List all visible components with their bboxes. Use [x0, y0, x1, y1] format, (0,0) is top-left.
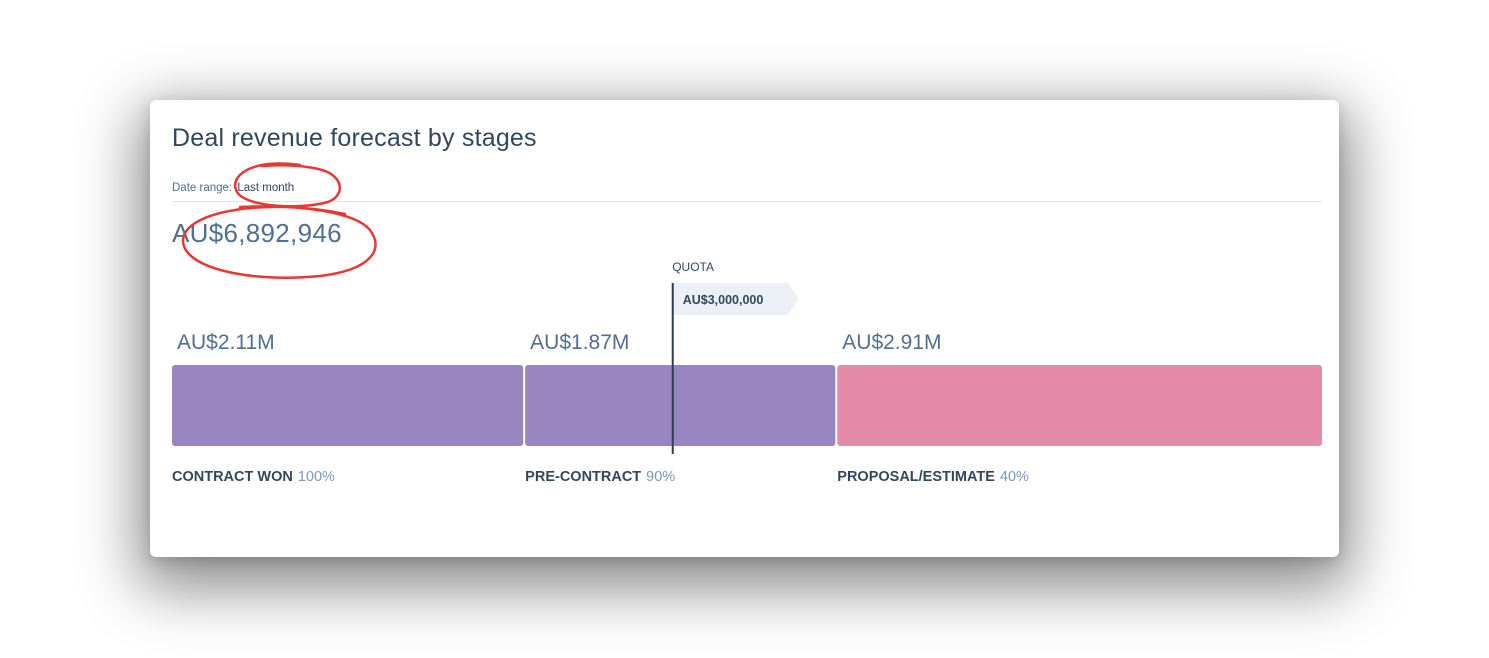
bar-segment[interactable] — [172, 365, 524, 446]
stage-name: PRE-CONTRACT — [525, 469, 641, 485]
date-range-label: Date range: — [172, 182, 233, 194]
bar-segment[interactable] — [837, 365, 1322, 446]
divider — [172, 201, 1322, 202]
report-title: Deal revenue forecast by stages — [172, 124, 537, 152]
stage-probability: 40% — [1000, 469, 1029, 485]
stage-name: CONTRACT WON — [172, 469, 293, 485]
segment-value-label: AU$2.11M — [177, 331, 275, 354]
stage-probability: 100% — [298, 469, 335, 485]
report-card: Deal revenue forecast by stages Date ran… — [150, 100, 1339, 557]
bar-segment[interactable] — [525, 365, 836, 446]
stage-label: CONTRACT WON 100% — [172, 469, 335, 485]
stage-name: PROPOSAL/ESTIMATE — [837, 469, 995, 485]
stage-label: PRE-CONTRACT 90% — [525, 469, 675, 485]
segment-value-label: AU$2.91M — [842, 331, 941, 354]
quota-label: QUOTA — [672, 260, 714, 274]
segment-value-label: AU$1.87M — [530, 331, 629, 354]
quota-flag — [672, 283, 799, 315]
stage-label: PROPOSAL/ESTIMATE 40% — [837, 469, 1029, 485]
forecast-chart: AU$2.11M CONTRACT WON 100% AU$1.87M PRE-CONT… — [172, 260, 1322, 485]
quota-value-label: AU$3,000,000 — [683, 293, 764, 307]
stage-probability: 90% — [646, 469, 675, 485]
